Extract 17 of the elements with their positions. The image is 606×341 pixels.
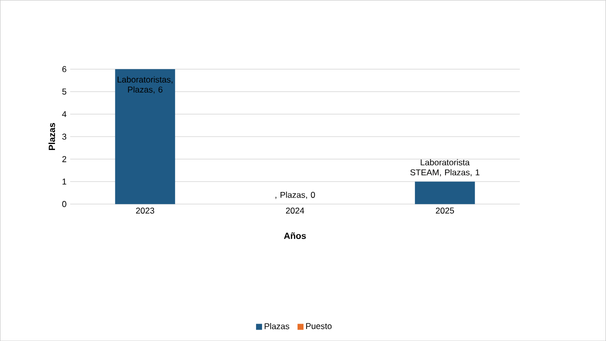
y-tick-label: 4 [62, 111, 66, 117]
y-tick-label: 0 [62, 200, 66, 207]
legend-label: Puesto [306, 323, 332, 330]
legend-label: Plazas [264, 322, 290, 330]
y-axis-title: Plazas [48, 122, 56, 150]
data-label: , Plazas, 0 [275, 192, 315, 199]
y-tick-label: 5 [62, 88, 66, 95]
x-tick-label: 2025 [436, 208, 454, 214]
y-tick-label: 3 [62, 134, 66, 140]
x-tick-label: 2024 [286, 208, 304, 214]
y-tick-label: 2 [62, 156, 66, 162]
y-tick-label: 1 [62, 178, 66, 184]
x-tick-label: 2023 [136, 208, 154, 214]
data-label: Laboratoristas, Plazas, 6 [118, 76, 172, 94]
y-tick-label: 6 [62, 66, 66, 72]
x-axis-title: Años [284, 232, 306, 239]
data-label: Laboratorista STEAM, Plazas, 1 [410, 159, 480, 176]
